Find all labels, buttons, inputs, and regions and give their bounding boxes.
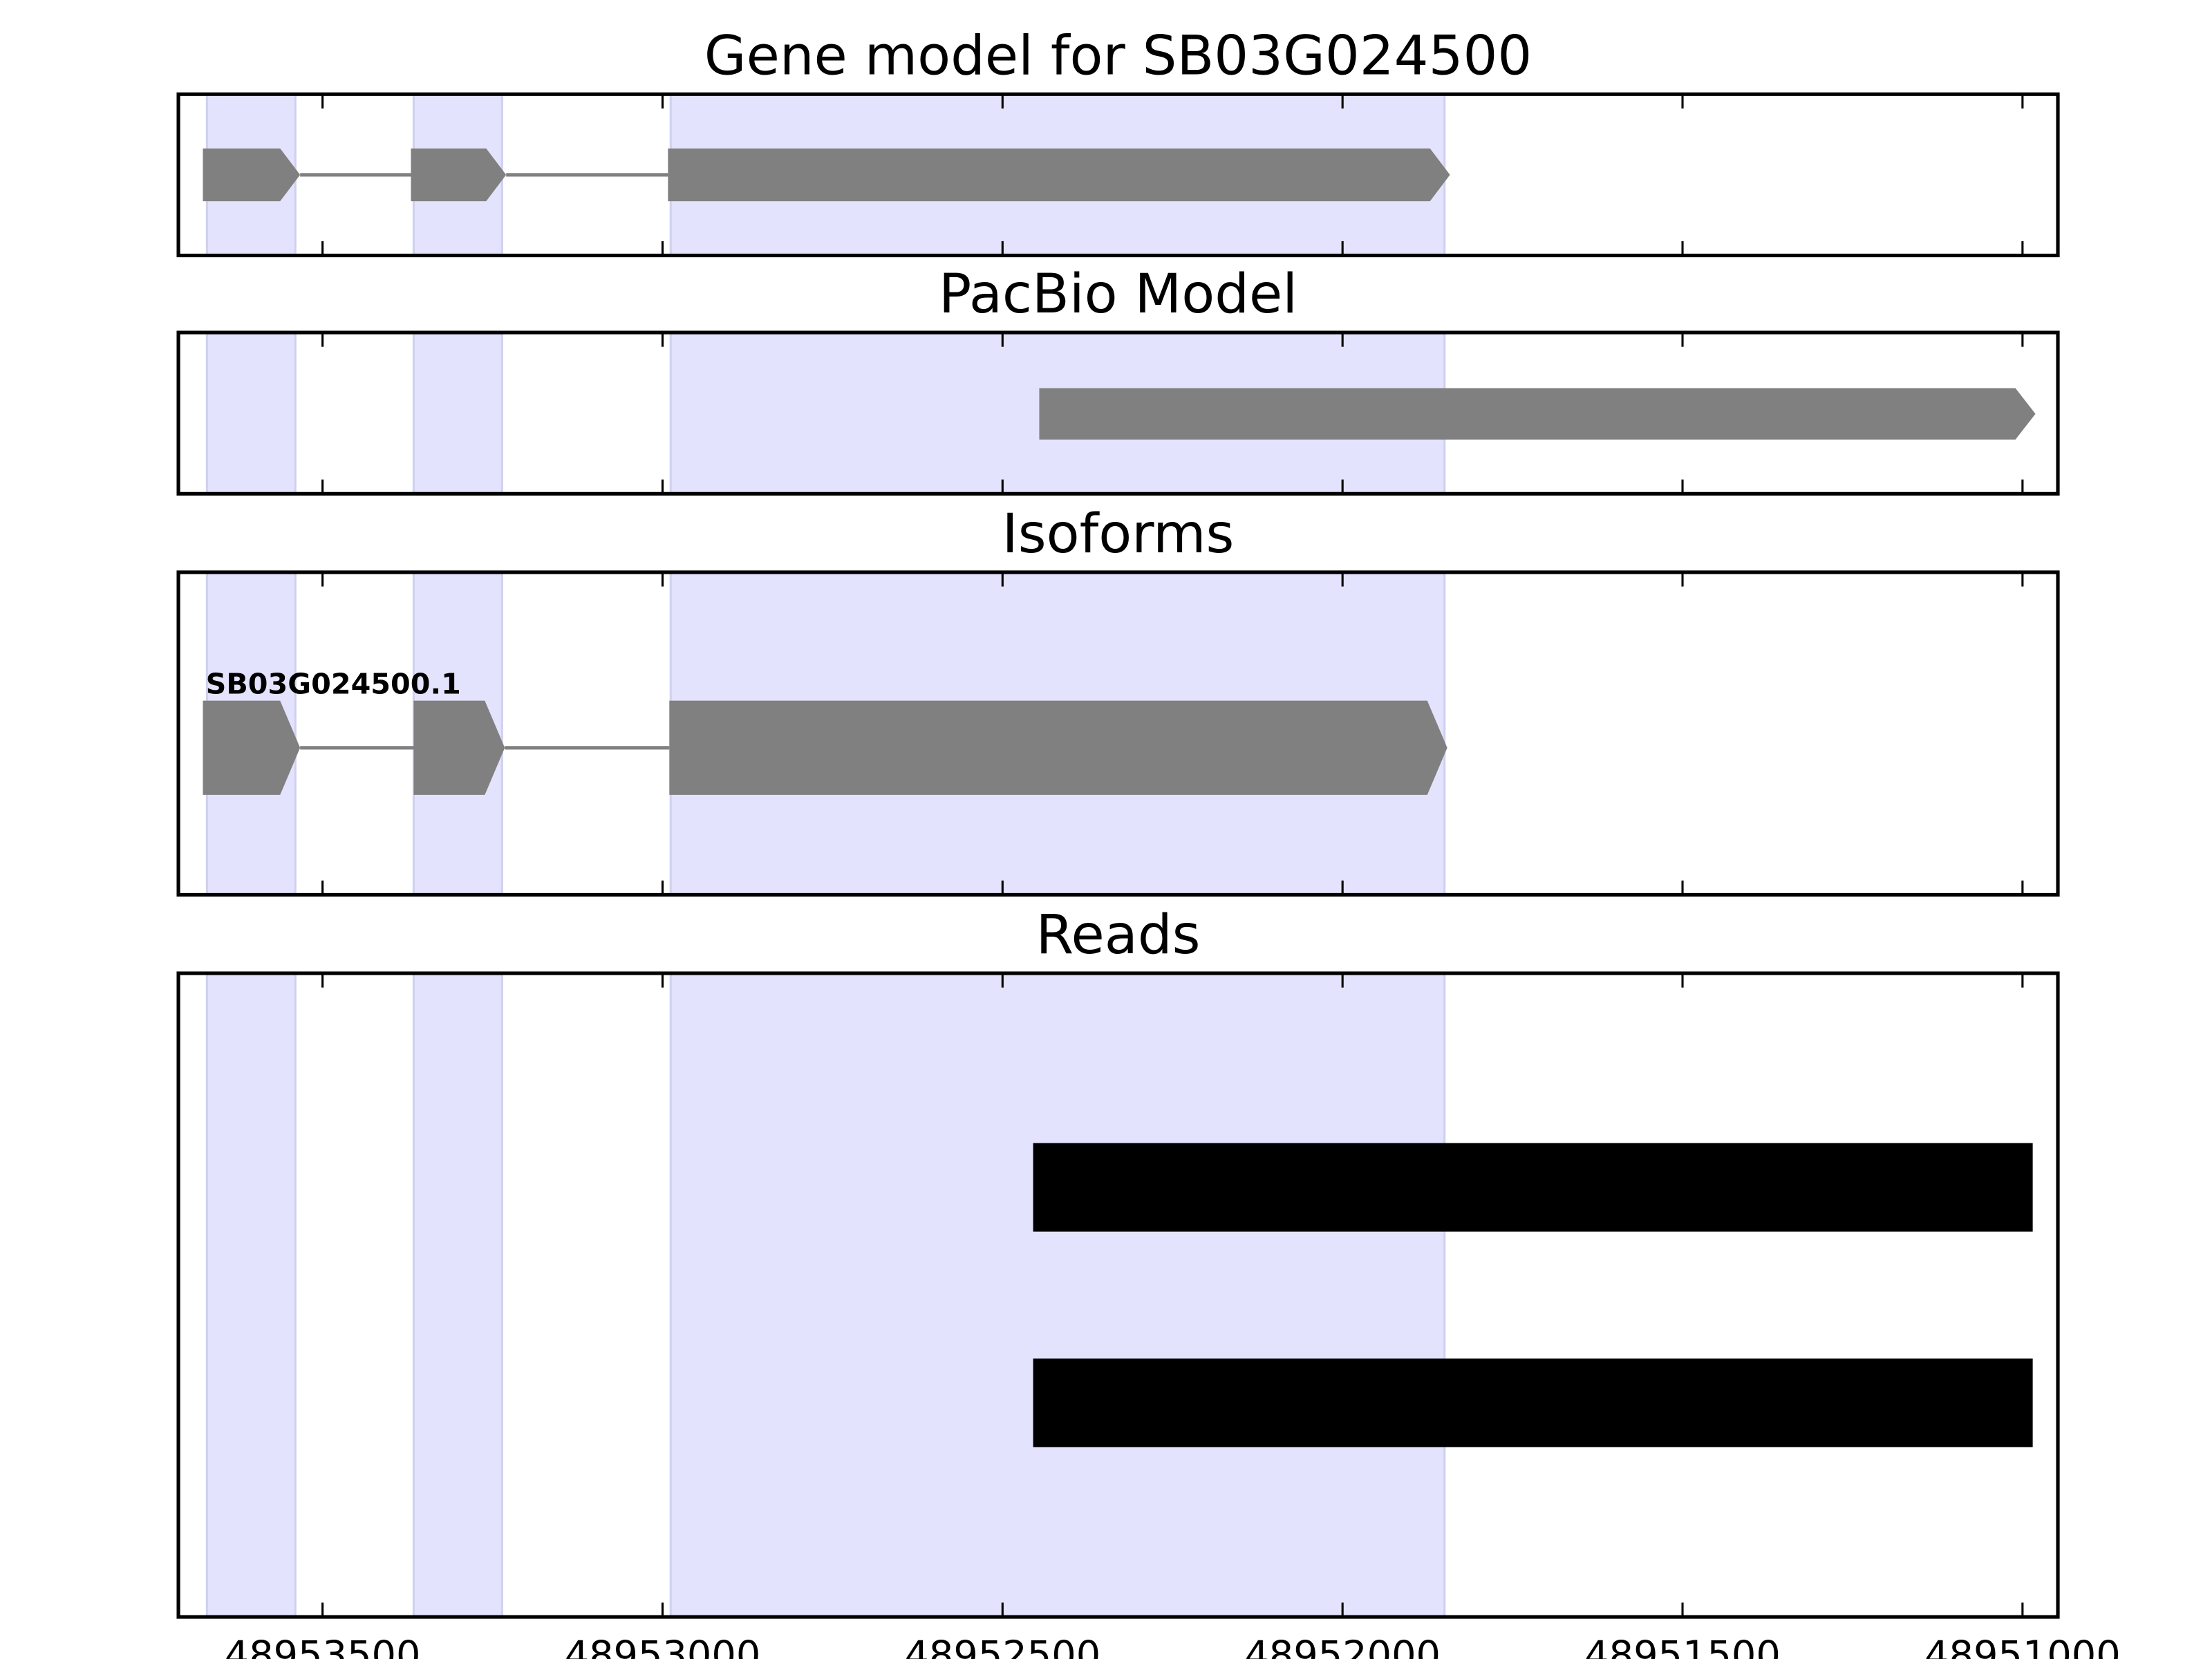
panel-0: Gene model for SB03G024500 — [176, 24, 2060, 258]
exon-block — [203, 148, 301, 202]
panel-title: PacBio Model — [939, 262, 1297, 326]
axes-frame — [176, 570, 2060, 897]
panel-2: Isoforms SB03G024500.1 — [176, 502, 2060, 897]
exon-block — [1039, 388, 2036, 440]
highlight-region — [205, 972, 297, 1618]
panel-title: Reads — [1036, 903, 1201, 966]
axes-frame — [176, 330, 2060, 496]
x-tick-label: 48952500 — [904, 1633, 1100, 1659]
isoform-label: SB03G024500.1 — [206, 667, 461, 700]
exon-block — [203, 700, 301, 795]
axes-frame — [176, 971, 2060, 1619]
exon-block — [668, 148, 1450, 202]
read-bar — [1033, 1358, 2033, 1447]
panel-title: Gene model for SB03G024500 — [704, 24, 1533, 87]
x-tick-label: 48953000 — [565, 1633, 761, 1659]
highlight-region — [205, 331, 297, 495]
axes-frame — [176, 92, 2060, 258]
panel-title: Isoforms — [1002, 502, 1235, 565]
x-tick-label: 48953500 — [225, 1633, 421, 1659]
x-tick-label: 48952000 — [1244, 1633, 1441, 1659]
panel-1: PacBio Model — [176, 262, 2060, 496]
highlight-region — [669, 972, 1446, 1618]
highlight-region — [412, 331, 503, 495]
read-bar — [1033, 1143, 2033, 1232]
exon-block — [413, 700, 505, 795]
highlight-region — [412, 972, 503, 1618]
x-tick-label: 48951000 — [1924, 1633, 2121, 1659]
exon-block — [669, 700, 1447, 795]
panel-3: Reads 48953500 48953000 48952500 48952000 489… — [176, 903, 2121, 1659]
exon-block — [411, 148, 507, 202]
x-tick-label: 48951500 — [1584, 1633, 1781, 1659]
